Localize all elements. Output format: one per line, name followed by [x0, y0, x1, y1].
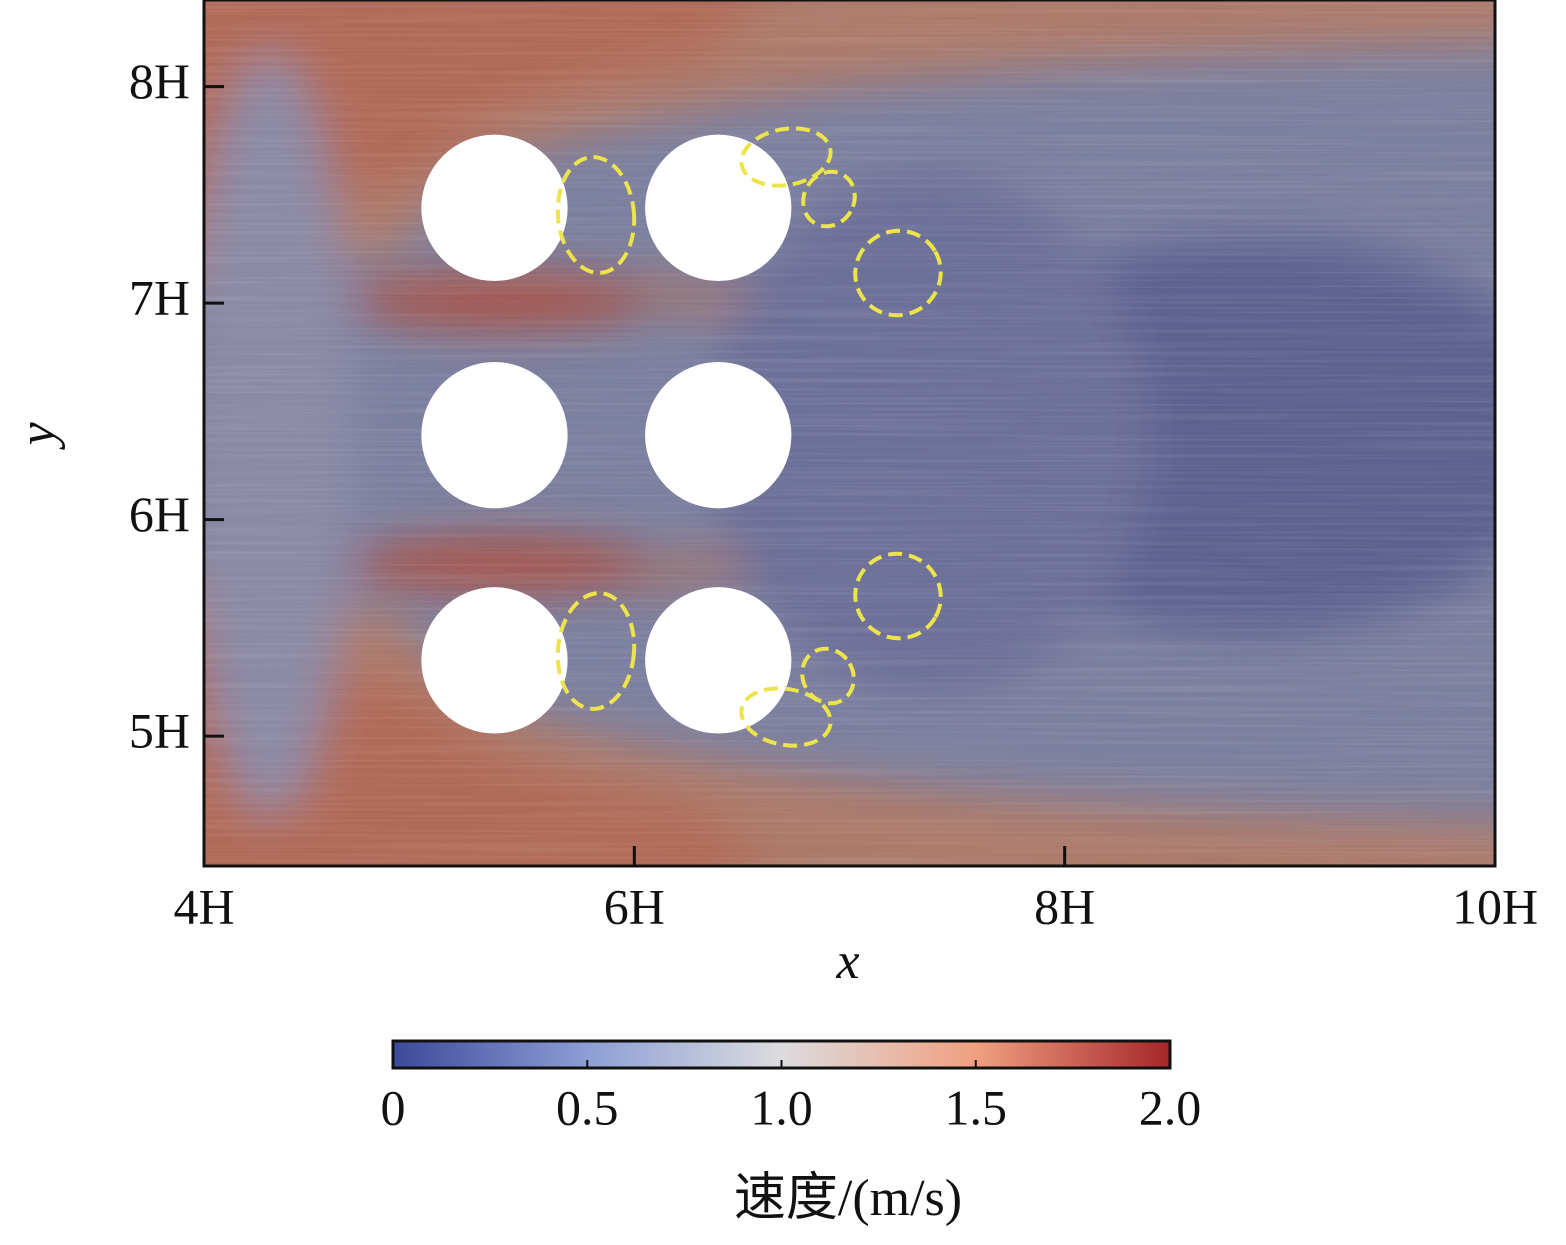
vortex-marker	[853, 551, 943, 641]
vortex-marker	[801, 169, 857, 229]
x-tick-label: 8H	[1034, 878, 1095, 934]
y-tick-label: 5H	[129, 703, 190, 759]
colorbar-tick-label: 1.5	[945, 1079, 1008, 1135]
vortex-marker	[555, 155, 637, 275]
cylinder	[645, 587, 792, 734]
x-tick-label: 4H	[173, 878, 234, 934]
colorbar-tick-label: 1.0	[750, 1079, 813, 1135]
colorbar-tick-label: 0.5	[556, 1079, 619, 1135]
vortex-marker	[739, 126, 833, 188]
vortex-markers	[555, 126, 943, 748]
y-tick-label: 6H	[129, 486, 190, 542]
x-tick-label: 10H	[1452, 878, 1538, 934]
cylinder	[645, 362, 792, 509]
flow-field	[204, 0, 1495, 866]
cylinder	[421, 587, 568, 734]
colorbar-tick-label: 2.0	[1139, 1079, 1202, 1135]
cylinder	[645, 134, 792, 281]
colorbar-tick-label: 0	[381, 1079, 406, 1135]
vortex-marker	[739, 686, 833, 748]
vortex-marker	[555, 591, 637, 711]
vortex-marker	[853, 228, 943, 318]
y-axis-label: y	[9, 422, 66, 451]
x-axis-label: x	[835, 933, 859, 990]
x-tick-label: 6H	[604, 878, 665, 934]
cylinder	[421, 362, 568, 509]
plot-frame	[202, 0, 1497, 868]
cylinder	[421, 134, 568, 281]
y-tick-label: 7H	[129, 270, 190, 326]
y-tick-label: 8H	[129, 53, 190, 109]
vortex-marker	[800, 646, 856, 706]
colorbar-label: 速度/(m/s)	[734, 1170, 962, 1227]
